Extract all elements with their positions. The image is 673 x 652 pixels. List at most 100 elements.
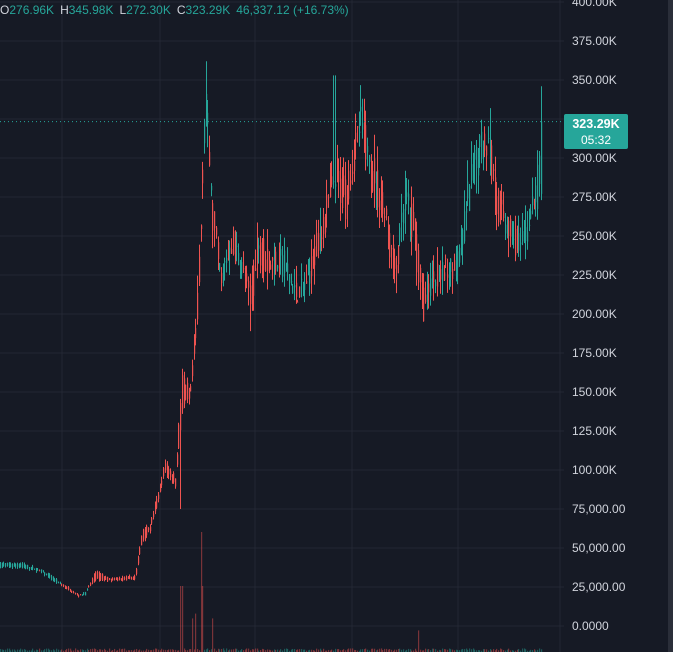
price-tick-label: 50,000.00 xyxy=(572,541,626,555)
volume-bar xyxy=(90,649,92,652)
candle-body xyxy=(272,257,274,261)
candle-body xyxy=(165,463,167,471)
volume-bar xyxy=(495,650,497,652)
candle-body xyxy=(233,231,235,255)
volume-bar xyxy=(473,648,475,652)
candle-body xyxy=(330,185,332,197)
price-tick-label: 100.00K xyxy=(572,463,617,477)
volume-bar xyxy=(218,648,220,652)
candle-body xyxy=(17,563,19,568)
candle-body xyxy=(109,578,111,580)
volume-bar xyxy=(269,649,271,652)
volume-bar xyxy=(168,649,170,652)
candle-body xyxy=(376,184,378,186)
volume-bar xyxy=(155,648,157,652)
volume-bar xyxy=(156,648,158,652)
volume-bar xyxy=(413,650,415,652)
candle-body xyxy=(474,149,476,160)
candle-body xyxy=(539,155,541,184)
volume-bar xyxy=(19,649,21,652)
volume-bar xyxy=(303,649,305,652)
candle-body xyxy=(228,253,230,259)
candle-body xyxy=(199,256,201,283)
candle-body xyxy=(486,146,488,156)
volume-bar xyxy=(102,649,104,652)
volume-bar xyxy=(454,650,456,652)
candle-body xyxy=(119,577,121,580)
volume-bar xyxy=(483,649,485,652)
volume-bar xyxy=(228,650,230,652)
candle-body xyxy=(12,563,14,568)
volume-bar xyxy=(294,649,296,652)
candle-body xyxy=(212,203,214,231)
volume-bar xyxy=(104,648,106,652)
volume-bar xyxy=(372,648,374,652)
volume-bars xyxy=(0,532,543,652)
volume-bar xyxy=(456,649,458,652)
volume-bar xyxy=(292,648,294,652)
price-axis[interactable]: 0.0000 25,000.00 50,000.00 75,000.00 100.00K… xyxy=(572,0,626,633)
candle-body xyxy=(484,133,486,151)
volume-bar xyxy=(204,649,206,652)
candle-body xyxy=(405,184,407,211)
candle-body xyxy=(348,170,350,200)
volume-bar xyxy=(233,649,235,652)
volume-bar xyxy=(153,649,155,652)
candle-body xyxy=(105,577,107,580)
candle-body xyxy=(27,564,29,568)
candle-body xyxy=(530,210,532,219)
volume-bar xyxy=(141,650,143,652)
candle-body xyxy=(398,247,400,265)
volume-bar xyxy=(252,649,254,652)
volume-bar xyxy=(88,649,90,652)
volume-bar xyxy=(510,650,512,652)
volume-bar xyxy=(216,650,218,652)
volume-bar xyxy=(126,650,128,652)
candle-body xyxy=(464,211,466,242)
volume-bar xyxy=(325,650,327,652)
volume-bar xyxy=(48,648,50,652)
candle-body xyxy=(481,131,483,160)
volume-bar xyxy=(3,649,5,652)
volume-bar xyxy=(17,649,19,652)
volume-bar xyxy=(478,650,480,652)
candle-body xyxy=(20,563,22,568)
candle-body xyxy=(427,286,429,297)
volume-bar xyxy=(335,648,337,652)
candle-body xyxy=(185,384,187,400)
volume-bar xyxy=(246,648,248,652)
volume-bar xyxy=(284,648,286,652)
candle-body xyxy=(3,563,5,567)
volume-bar xyxy=(226,648,228,652)
candle-body xyxy=(136,568,138,574)
volume-bar xyxy=(354,649,356,652)
volume-bar xyxy=(357,650,359,652)
candle-body xyxy=(204,120,206,144)
volume-bar xyxy=(82,649,84,652)
candle-body xyxy=(122,577,124,581)
volume-bar xyxy=(112,650,114,652)
volume-bar xyxy=(275,649,277,652)
volume-bar xyxy=(430,650,432,652)
volume-bar xyxy=(388,649,390,652)
candle-body xyxy=(241,262,243,274)
volume-bar xyxy=(260,650,262,652)
candle-body xyxy=(61,584,63,586)
volume-bar xyxy=(238,650,240,652)
volume-bar xyxy=(105,650,107,652)
candle-body xyxy=(535,185,537,203)
volume-bar xyxy=(160,650,162,652)
volume-bar xyxy=(5,649,7,652)
candle-body xyxy=(289,274,291,284)
candle-body xyxy=(44,572,46,576)
candle-body xyxy=(46,573,48,576)
axis-scrollbar[interactable] xyxy=(668,0,673,652)
volume-bar xyxy=(77,649,79,652)
volume-bar xyxy=(374,648,376,652)
volume-bar xyxy=(20,648,22,652)
volume-bar xyxy=(518,649,520,652)
volume-bar xyxy=(352,648,354,652)
volume-bar xyxy=(163,649,165,652)
